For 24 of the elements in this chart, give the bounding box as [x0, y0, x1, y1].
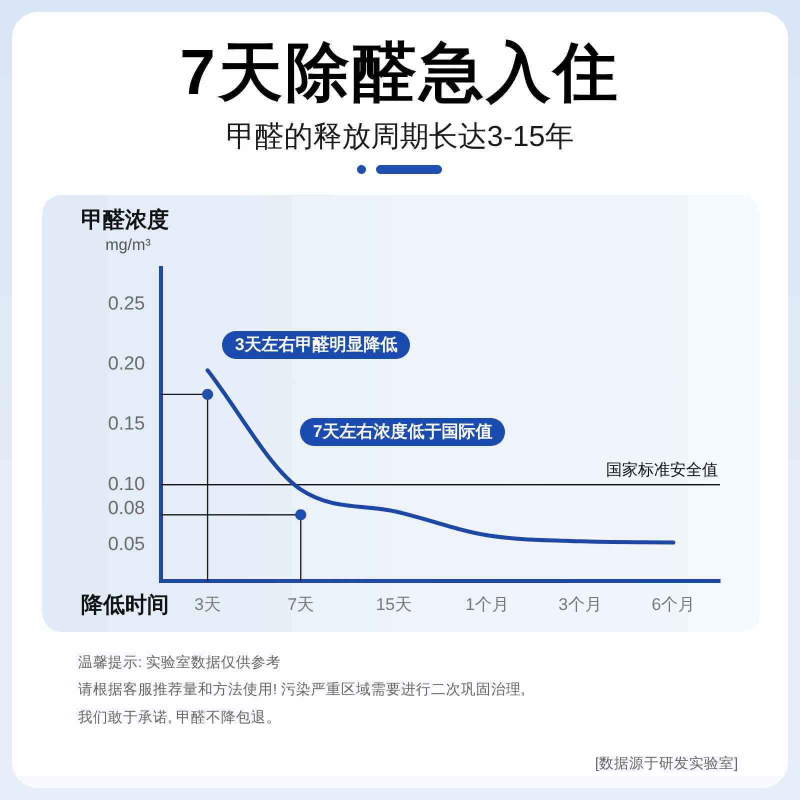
y-tick-label: 0.08 — [108, 498, 145, 520]
chart-subtitle: 甲醛的释放周期长达3-15年 — [224, 120, 576, 155]
x-tick-label: 1个月 — [465, 594, 509, 614]
annotation: 7天左右浓度低于国际值 — [313, 422, 492, 441]
x-tick-label: 3天 — [194, 594, 221, 614]
y-tick-label: 0.10 — [108, 474, 145, 495]
x-axis-title: 降低时间 — [80, 591, 170, 619]
x-tick-label: 7天 — [288, 594, 314, 614]
y-tick-label: 0.20 — [108, 354, 145, 375]
callout: 3天左右甲醛明显降低 — [222, 331, 410, 359]
chart-title: 7天除醛急入住 — [178, 35, 622, 110]
x-tick-label: 3个月 — [558, 594, 602, 614]
text: 请根据客服推荐量和方法使用! 污染严重区域需要进行二次巩固治理, 我们敢于承诺, 甲醛不降包退。 — [78, 680, 526, 728]
text: 温馨提示: 实验室数据仅供参考 — [78, 654, 282, 673]
annotation: 3天左右甲醛明显降低 — [235, 335, 398, 354]
y-tick-label: 0.25 — [108, 293, 145, 314]
y-tick-label: 0.15 — [108, 414, 145, 435]
x-tick-label: 15天 — [376, 594, 412, 614]
text: [数据源于研发实验室] — [594, 754, 738, 774]
y-axis-title: 甲醛浓度 mg/m³ — [80, 206, 170, 256]
x-tick-label: 6个月 — [652, 594, 696, 614]
y-tick-label: 0.05 — [108, 534, 145, 556]
ref-line-label: 国家标准安全值 — [606, 461, 718, 480]
callout: 7天左右浓度低于国际值 — [300, 418, 506, 446]
